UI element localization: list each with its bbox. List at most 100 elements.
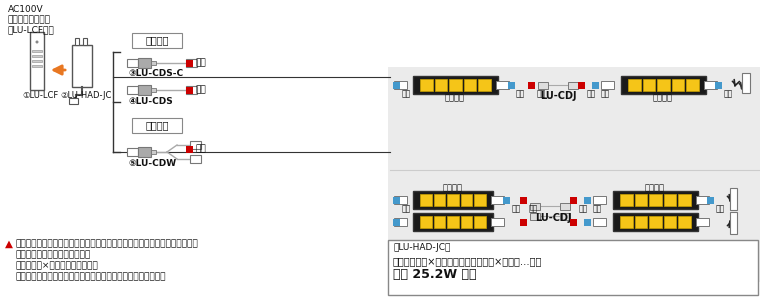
Text: 総ワット数を求めてください。: 総ワット数を求めてください。: [16, 250, 91, 260]
Text: メス: メス: [587, 89, 597, 98]
Text: 灯具本体: 灯具本体: [645, 184, 665, 193]
Bar: [394, 218, 407, 226]
Text: AC100V: AC100V: [8, 5, 43, 14]
Bar: [635, 194, 648, 206]
Bar: [186, 59, 197, 67]
Bar: [151, 150, 156, 154]
Bar: [186, 86, 197, 94]
Text: メス: メス: [195, 85, 206, 94]
Bar: [434, 194, 445, 206]
Text: オス: オス: [724, 89, 733, 98]
Text: 灯具本体: 灯具本体: [443, 184, 463, 193]
Bar: [490, 196, 503, 204]
Text: オス: オス: [402, 89, 411, 98]
Bar: [186, 60, 193, 67]
Text: オス: オス: [512, 205, 521, 214]
Text: （ワット数×灯数＝総ワット数）: （ワット数×灯数＝総ワット数）: [16, 262, 99, 271]
Bar: [394, 81, 407, 89]
Bar: [600, 81, 613, 89]
Bar: [413, 76, 498, 94]
Bar: [186, 146, 193, 153]
Bar: [138, 147, 151, 157]
Bar: [474, 216, 486, 228]
Bar: [138, 85, 151, 95]
Text: ①LU-LCF: ①LU-LCF: [22, 91, 59, 100]
Bar: [715, 82, 722, 88]
Text: メス: メス: [195, 145, 206, 154]
Bar: [474, 194, 486, 206]
Bar: [593, 196, 606, 204]
Bar: [730, 188, 737, 210]
Bar: [620, 216, 632, 228]
Bar: [190, 155, 201, 163]
Bar: [461, 194, 473, 206]
Bar: [593, 218, 606, 226]
Bar: [679, 194, 691, 206]
Bar: [420, 194, 432, 206]
Text: メス: メス: [579, 205, 588, 214]
Bar: [528, 82, 535, 88]
Bar: [568, 82, 578, 88]
Bar: [628, 79, 641, 91]
Bar: [578, 82, 585, 88]
Text: メス: メス: [537, 89, 546, 98]
Text: オス: オス: [716, 205, 725, 214]
Bar: [138, 58, 151, 68]
Bar: [413, 191, 493, 209]
Bar: [570, 196, 577, 203]
Bar: [32, 60, 42, 62]
Bar: [560, 212, 570, 220]
Bar: [620, 194, 632, 206]
Bar: [663, 194, 676, 206]
Text: メス: メス: [529, 205, 538, 214]
Bar: [388, 240, 758, 295]
Text: オス: オス: [601, 89, 610, 98]
Bar: [635, 216, 648, 228]
Bar: [394, 196, 407, 204]
Bar: [520, 218, 527, 226]
Text: 使用する各灯具のページで、サイズのワット数を確認し、使用灯数を掛けて: 使用する各灯具のページで、サイズのワット数を確認し、使用灯数を掛けて: [16, 239, 199, 248]
Bar: [707, 196, 714, 203]
Bar: [447, 194, 459, 206]
Text: 総ワット数は、電源の許容範囲内で灯具を連結してください。: 総ワット数は、電源の許容範囲内で灯具を連結してください。: [16, 272, 166, 281]
Bar: [478, 79, 491, 91]
Bar: [83, 38, 87, 45]
Bar: [672, 79, 685, 91]
Bar: [132, 33, 182, 48]
Bar: [151, 88, 156, 92]
Bar: [132, 118, 182, 133]
Bar: [190, 141, 201, 149]
Bar: [643, 79, 655, 91]
Bar: [127, 148, 138, 156]
Bar: [613, 191, 698, 209]
Bar: [520, 196, 527, 203]
Bar: [434, 216, 445, 228]
Bar: [151, 61, 156, 65]
Bar: [413, 213, 493, 231]
Text: 並列接続: 並列接続: [145, 120, 169, 130]
Bar: [592, 82, 599, 88]
Bar: [657, 79, 670, 91]
Bar: [388, 67, 760, 282]
Bar: [393, 82, 400, 88]
Text: 直列接続: 直列接続: [145, 35, 169, 45]
Text: （LU-LCF）へ: （LU-LCF）へ: [8, 26, 55, 34]
Bar: [75, 38, 79, 45]
Bar: [570, 218, 577, 226]
Bar: [584, 196, 591, 203]
Bar: [393, 218, 400, 226]
Bar: [490, 218, 503, 226]
Text: ▲: ▲: [5, 239, 13, 249]
Bar: [464, 79, 477, 91]
Text: メス: メス: [195, 58, 206, 68]
Text: ③LU-CDS-C: ③LU-CDS-C: [128, 70, 183, 79]
Text: LU-CDJ: LU-CDJ: [535, 213, 572, 223]
Bar: [530, 202, 540, 209]
Bar: [613, 213, 698, 231]
Text: オス: オス: [516, 89, 525, 98]
Bar: [72, 45, 92, 87]
Bar: [32, 65, 42, 67]
Bar: [530, 212, 540, 220]
Bar: [695, 218, 708, 226]
Circle shape: [36, 40, 39, 43]
